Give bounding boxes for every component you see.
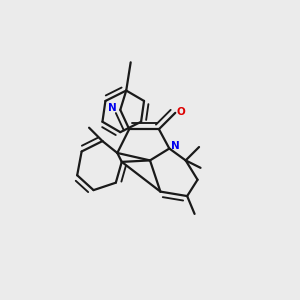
- Text: N: N: [109, 103, 117, 113]
- Text: O: O: [176, 107, 185, 117]
- Text: N: N: [171, 141, 180, 151]
